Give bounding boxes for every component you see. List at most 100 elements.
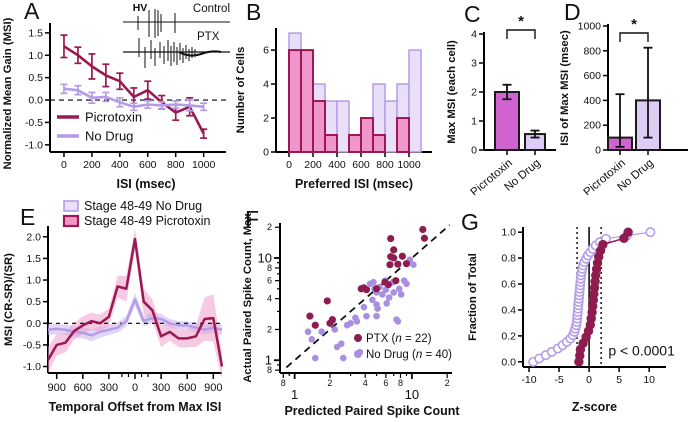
svg-text:0.0: 0.0	[501, 356, 516, 368]
svg-text:8: 8	[281, 378, 286, 388]
panel-a-plot: 1.5 1.0 0.5 0.0 -0.5 -1.0 0 200 400 600 800 1000	[25, 23, 226, 171]
svg-text:800: 800	[583, 45, 601, 57]
svg-text:MSI (CR-SR)/(SR): MSI (CR-SR)/(SR)	[3, 253, 15, 346]
panel-a: 1.5 1.0 0.5 0.0 -0.5 -1.0 0 200 400 600 800 1000 Pic…	[0, 0, 232, 195]
panel-g-chart: 0.0 0.2 0.4 0.6 0.8 1.0 -10 -5 0 5 10 p < 0.0001 Z-s…	[467, 227, 675, 414]
svg-text:1000: 1000	[192, 159, 216, 171]
svg-text:2.0: 2.0	[26, 231, 41, 243]
svg-text:2: 2	[267, 222, 272, 232]
svg-text:Stage 48-49 No Drug: Stage 48-49 No Drug	[84, 199, 202, 213]
svg-text:8: 8	[267, 263, 272, 273]
svg-text:0.0: 0.0	[26, 318, 41, 330]
svg-text:400: 400	[111, 159, 129, 171]
svg-text:4: 4	[471, 29, 477, 41]
panel-a-legend: Picrotoxin No Drug	[57, 110, 142, 144]
svg-text:PTX: PTX	[197, 31, 220, 43]
svg-text:4: 4	[363, 378, 368, 388]
svg-text:800: 800	[167, 159, 185, 171]
scatter-no-drug-n-40	[304, 256, 417, 362]
svg-text:PTX (n = 22): PTX (n = 22)	[366, 333, 432, 345]
svg-text:600: 600	[74, 382, 92, 394]
significance-asterisk: *	[518, 13, 524, 30]
svg-text:Stage 48-49 Picrotoxin: Stage 48-49 Picrotoxin	[84, 214, 211, 228]
panel-g-plot: 0.0 0.2 0.4 0.6 0.8 1.0 -10 -5 0 5 10 p < 0.0001	[501, 227, 675, 386]
svg-text:800: 800	[376, 159, 394, 171]
svg-text:No Drug: No Drug	[85, 129, 133, 144]
svg-text:600: 600	[583, 70, 601, 82]
svg-text:0.5: 0.5	[28, 72, 43, 84]
svg-text:2: 2	[445, 378, 450, 388]
svg-text:1: 1	[291, 387, 298, 402]
panel-d: 0 200 400 600 800 1000 Picrotoxin No Drug * ISI o…	[558, 0, 694, 195]
svg-text:300: 300	[100, 382, 118, 394]
svg-text:Max MSI (each cell): Max MSI (each cell)	[446, 40, 458, 144]
svg-text:200: 200	[583, 120, 601, 132]
svg-text:8: 8	[267, 365, 272, 375]
svg-text:Normalized Mean Gain (MSI): Normalized Mean Gain (MSI)	[2, 17, 14, 169]
svg-text:600: 600	[352, 159, 370, 171]
svg-text:-1.0: -1.0	[25, 139, 43, 151]
svg-text:1.5: 1.5	[26, 253, 41, 265]
svg-text:400: 400	[328, 159, 346, 171]
svg-text:600: 600	[178, 382, 196, 394]
svg-text:Z-score: Z-score	[572, 400, 617, 414]
svg-text:1.0: 1.0	[501, 227, 516, 239]
svg-text:6: 6	[263, 45, 269, 57]
cdf-no-drug	[528, 227, 656, 367]
svg-text:Predicted Paired Spike Count: Predicted Paired Spike Count	[284, 404, 460, 418]
svg-text:0: 0	[286, 159, 292, 171]
svg-text:6: 6	[383, 378, 388, 388]
svg-text:-1.0: -1.0	[23, 361, 41, 373]
bar-picrotoxin	[494, 91, 520, 151]
svg-text:0.0: 0.0	[28, 95, 43, 107]
svg-text:900: 900	[48, 382, 66, 394]
svg-text:-0.5: -0.5	[23, 339, 41, 351]
svg-text:0.6: 0.6	[501, 279, 516, 291]
svg-text:Temporal Offset from Max ISI: Temporal Offset from Max ISI	[49, 400, 222, 414]
svg-text:2: 2	[327, 378, 332, 388]
svg-text:2: 2	[263, 113, 269, 125]
svg-text:0.4: 0.4	[501, 304, 516, 316]
svg-text:-5: -5	[554, 374, 563, 386]
svg-text:Control: Control	[193, 3, 230, 15]
svg-text:2: 2	[471, 87, 477, 99]
svg-text:Picrotoxin: Picrotoxin	[85, 110, 142, 125]
svg-text:10: 10	[643, 374, 655, 386]
svg-text:0.5: 0.5	[26, 296, 41, 308]
panel-b-chart: 0 2 4 6 0 200 400 600 800 1000 Preferred ISI (msec…	[235, 28, 432, 191]
svg-text:0: 0	[595, 145, 601, 157]
svg-text:10: 10	[405, 387, 419, 402]
panel-b: 0 2 4 6 0 200 400 600 800 1000 Preferred ISI (msec…	[232, 0, 444, 195]
panel-a-chart: 1.5 1.0 0.5 0.0 -0.5 -1.0 0 200 400 600 800 1000 Pic…	[2, 2, 230, 191]
svg-text:Actual Paired Spike Count, Max: Actual Paired Spike Count, Max	[242, 213, 254, 383]
svg-text:600: 600	[139, 159, 157, 171]
significance-asterisk: *	[631, 16, 637, 33]
panel-e-chart: 2.0 1.5 1.0 0.5 0.0 -0.5 -1.0 900 600 300 0 300 600 9…	[3, 199, 224, 414]
svg-text:-0.5: -0.5	[25, 117, 43, 129]
svg-text:10: 10	[258, 251, 272, 266]
panel-e-plot: 2.0 1.5 1.0 0.5 0.0 -0.5 -1.0 900 600 300 0 300 600 9…	[23, 226, 224, 394]
panel-a-inset: HV Control PTX	[123, 2, 230, 68]
svg-text:300: 300	[152, 382, 170, 394]
svg-text:0: 0	[132, 382, 138, 394]
svg-text:1.5: 1.5	[28, 27, 43, 39]
svg-text:6: 6	[267, 276, 272, 286]
cdf-ptx	[574, 227, 633, 367]
svg-text:HV: HV	[133, 2, 148, 14]
panel-f: 8 8 1 1 2 2 4 4 6 6 8 8 10 10 2 2 PTX (n = 22) No Drug (n…	[238, 195, 462, 422]
svg-text:900: 900	[204, 382, 222, 394]
svg-text:4: 4	[267, 294, 272, 304]
svg-text:1.0: 1.0	[28, 50, 43, 62]
panel-f-legend: PTX (n = 22) No Drug (n = 40)	[354, 333, 452, 361]
svg-text:ISI (msec): ISI (msec)	[116, 177, 175, 191]
svg-text:1000: 1000	[397, 159, 421, 171]
svg-text:-10: -10	[521, 374, 536, 386]
svg-text:4: 4	[263, 79, 269, 91]
panel-e: 2.0 1.5 1.0 0.5 0.0 -0.5 -1.0 900 600 300 0 300 600 9…	[0, 195, 238, 422]
